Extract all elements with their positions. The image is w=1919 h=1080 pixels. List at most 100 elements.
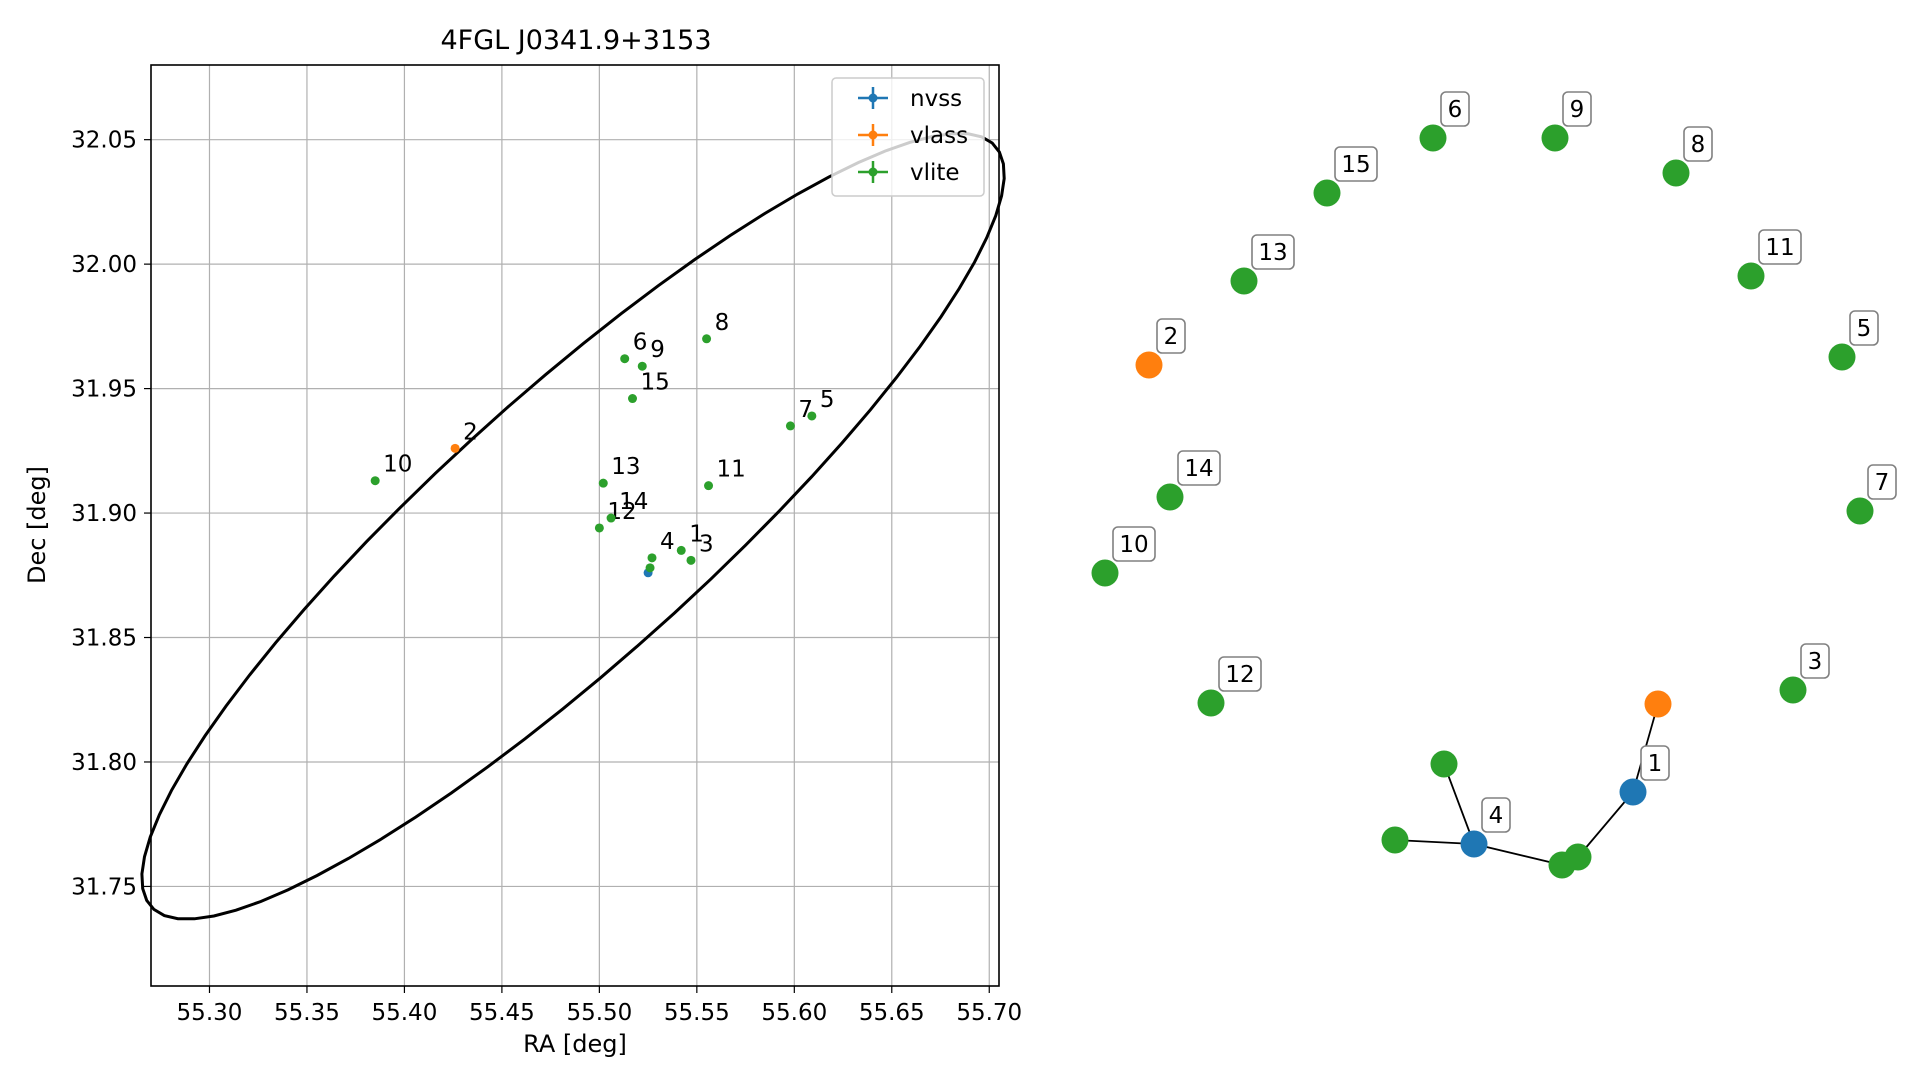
- y-tick-label: 32.05: [71, 128, 137, 154]
- node-marker: [1619, 778, 1647, 806]
- legend-label: vlite: [910, 160, 960, 186]
- point-marker: [628, 394, 638, 404]
- confidence-ellipse-layer: [140, 132, 1006, 921]
- graph-node-vlite: 8: [1662, 126, 1713, 187]
- y-axis-label: Dec [deg]: [23, 466, 51, 584]
- node-label-box: [1683, 126, 1713, 162]
- node-marker: [1779, 676, 1807, 704]
- graph-edge: [1473, 843, 1563, 866]
- point-vlite: 14: [606, 489, 648, 523]
- plot-frame: [150, 64, 1000, 987]
- node-label-box: [1177, 450, 1221, 486]
- node-marker: [1846, 497, 1874, 525]
- point-marker: [606, 513, 616, 523]
- x-tick-label: 55.30: [177, 1000, 243, 1026]
- graph-node-vlite: 13: [1230, 234, 1295, 295]
- node-marker: [1737, 262, 1765, 290]
- node-label-box: [1867, 464, 1897, 500]
- point-vlite: [645, 563, 655, 573]
- node-label-box: [1849, 310, 1879, 346]
- node-label: 12: [1225, 662, 1254, 688]
- point-label: 8: [715, 310, 730, 336]
- node-label: 11: [1765, 235, 1794, 261]
- point-label: 2: [463, 419, 478, 445]
- confidence-ellipse: [140, 132, 1006, 921]
- node-label: 10: [1119, 532, 1148, 558]
- node-label-box: [1800, 643, 1830, 679]
- graph-edge: [1577, 791, 1634, 858]
- node-label: 15: [1341, 152, 1370, 178]
- point-vlite: 5: [807, 387, 834, 421]
- node-marker: [1541, 124, 1569, 152]
- node-label-box: [1334, 146, 1378, 182]
- graph-node-vlite: [1430, 750, 1458, 778]
- y-tick-label: 31.75: [71, 874, 137, 900]
- point-marker: [785, 421, 795, 431]
- graph-node-vlite: 14: [1156, 450, 1221, 511]
- legend-marker: [868, 167, 878, 177]
- point-marker: [676, 545, 686, 555]
- node-marker: [1828, 343, 1856, 371]
- point-marker: [637, 361, 647, 371]
- node-marker: [1564, 843, 1592, 871]
- point-marker: [598, 478, 608, 488]
- y-tick-label: 31.90: [71, 501, 137, 527]
- node-label-box: [1251, 234, 1295, 270]
- y-tick-label: 32.00: [71, 252, 137, 278]
- node-marker: [1197, 689, 1225, 717]
- legend: nvss vlass vlite: [831, 77, 985, 197]
- point-label: 4: [660, 529, 675, 555]
- point-label: 10: [383, 452, 412, 478]
- y-tick-label: 31.95: [71, 377, 137, 403]
- x-tick-label: 55.70: [956, 1000, 1022, 1026]
- point-vlite: 11: [704, 457, 746, 491]
- x-axis-label: RA [deg]: [523, 1030, 627, 1058]
- node-label: 13: [1258, 240, 1287, 266]
- point-label: 1: [689, 521, 704, 547]
- point-marker: [702, 334, 712, 344]
- point-label: 3: [699, 531, 714, 557]
- x-tick-label: 55.35: [274, 1000, 340, 1026]
- x-axis-ticks: 55.30 55.35 55.40 55.45 55.50 55.55 55.60 55.65…: [177, 986, 1022, 1026]
- graph-node-vlite: [1381, 826, 1409, 854]
- point-marker: [370, 476, 380, 486]
- point-marker: [594, 523, 604, 533]
- point-vlite: 7: [785, 397, 813, 431]
- graph-node-vlite: 5: [1828, 310, 1879, 371]
- graph-node-vlite: 9: [1541, 91, 1592, 152]
- point-marker: [620, 354, 630, 364]
- point-label: 11: [717, 457, 746, 483]
- x-tick-label: 55.55: [664, 1000, 730, 1026]
- graph-edge: [1443, 763, 1475, 845]
- node-marker: [1430, 750, 1458, 778]
- point-vlite: 1: [676, 521, 704, 555]
- legend-frame: [831, 77, 985, 197]
- point-label: 13: [611, 454, 640, 480]
- node-label-box: [1218, 656, 1262, 692]
- graph-node-vlite: [1564, 843, 1592, 871]
- point-vlite: 3: [686, 531, 714, 565]
- graph-node-vlite: 10: [1091, 526, 1156, 587]
- point-vlite: 8: [702, 310, 729, 344]
- point-marker: [450, 443, 460, 453]
- x-tick-label: 55.65: [859, 1000, 925, 1026]
- legend-label: vlass: [910, 123, 968, 149]
- graph-node-vlite: 12: [1197, 656, 1262, 717]
- point-marker: [704, 481, 714, 491]
- graph-node-vlite: 6: [1419, 91, 1470, 152]
- point-label: 7: [798, 397, 813, 423]
- point-label: 15: [641, 370, 670, 396]
- node-marker: [1460, 830, 1488, 858]
- node-label: 5: [1857, 316, 1872, 342]
- point-marker: [645, 563, 655, 573]
- node-label: 14: [1184, 456, 1213, 482]
- node-label-box: [1440, 91, 1470, 127]
- node-marker: [1419, 124, 1447, 152]
- node-label: 3: [1808, 649, 1823, 675]
- graph-node-vlite: 15: [1313, 146, 1378, 207]
- x-tick-label: 55.45: [469, 1000, 535, 1026]
- point-marker: [647, 553, 657, 563]
